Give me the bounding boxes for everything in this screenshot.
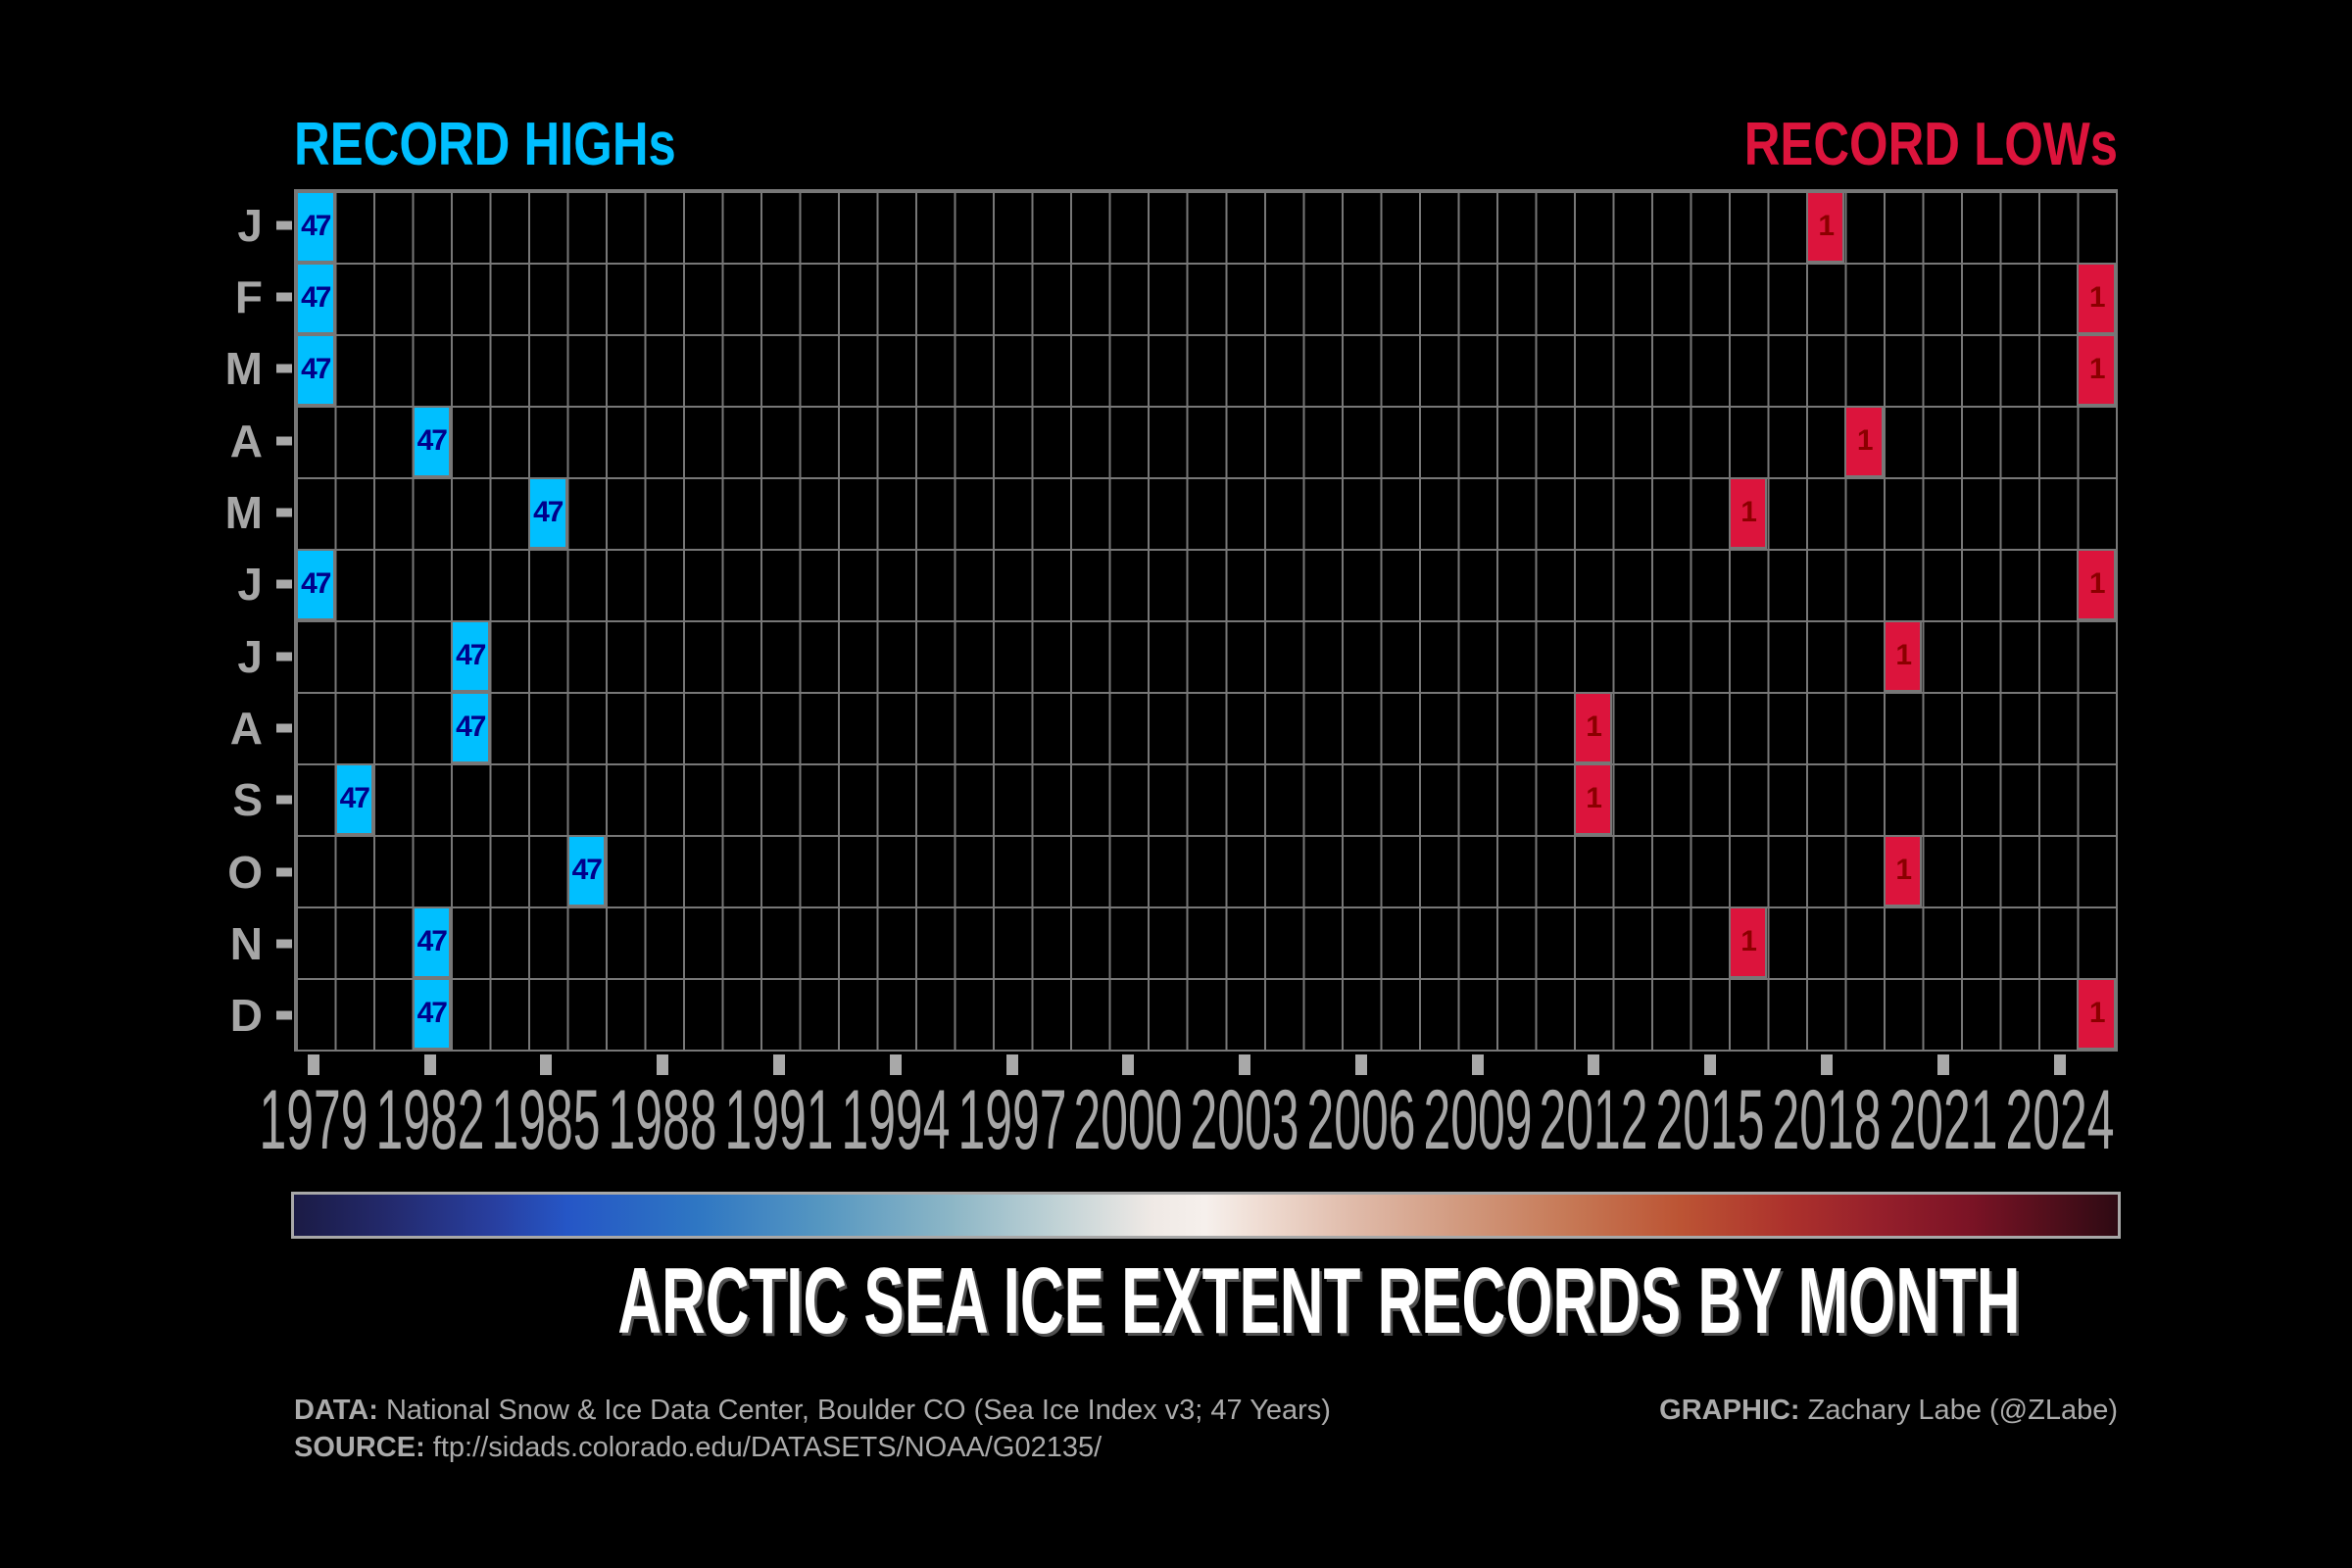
source-caption-line: SOURCE: ftp://sidads.colorado.edu/DATASE… bbox=[294, 1429, 1331, 1466]
record-high-cell-1982-m4: 47 bbox=[412, 406, 452, 477]
year-label-2021: 2021 bbox=[1888, 1073, 1998, 1167]
month-tick-3 bbox=[276, 364, 292, 373]
record-low-cell-2025-m3: 1 bbox=[2077, 333, 2116, 406]
year-label-1979: 1979 bbox=[259, 1073, 368, 1167]
month-label-9: S bbox=[232, 774, 263, 826]
month-label-8: A bbox=[229, 703, 263, 754]
record-lows-header: RECORD LOWs bbox=[1743, 111, 2118, 178]
year-tick-2018 bbox=[1821, 1054, 1834, 1075]
data-caption-line: DATA: National Snow & Ice Data Center, B… bbox=[294, 1392, 1331, 1429]
year-label-2000: 2000 bbox=[1073, 1073, 1183, 1167]
year-label-2006: 2006 bbox=[1306, 1073, 1416, 1167]
year-label-2012: 2012 bbox=[1539, 1073, 1648, 1167]
year-label-1988: 1988 bbox=[608, 1073, 717, 1167]
year-tick-2009 bbox=[1471, 1054, 1484, 1075]
month-label-10: O bbox=[227, 846, 263, 898]
graphic-label: GRAPHIC: bbox=[1659, 1395, 1800, 1426]
record-high-cell-1982-m12: 47 bbox=[412, 978, 452, 1050]
year-tick-2024 bbox=[2053, 1054, 2066, 1075]
year-label-1997: 1997 bbox=[957, 1073, 1067, 1167]
year-label-1991: 1991 bbox=[724, 1073, 834, 1167]
record-high-cell-1983-m8: 47 bbox=[451, 692, 490, 763]
record-low-cell-2018-m1: 1 bbox=[1805, 191, 1845, 263]
record-high-cell-1979-m3: 47 bbox=[296, 333, 335, 406]
year-tick-2015 bbox=[1704, 1054, 1717, 1075]
year-tick-1985 bbox=[540, 1054, 553, 1075]
month-label-5: M bbox=[224, 487, 263, 538]
month-tick-2 bbox=[276, 292, 292, 302]
year-tick-1979 bbox=[307, 1054, 319, 1075]
heatmap-grid: 47 47 47 47 47 47 47 47 47 47 47 47 1 1 1 1 1 1 1 1 1 1 1 1 bbox=[294, 189, 2118, 1052]
record-low-cell-2025-m12: 1 bbox=[2077, 978, 2116, 1050]
year-label-1982: 1982 bbox=[375, 1073, 485, 1167]
record-low-cell-2019-m4: 1 bbox=[1844, 406, 1884, 477]
year-tick-2021 bbox=[1936, 1054, 1949, 1075]
record-low-cell-2020-m10: 1 bbox=[1883, 835, 1923, 906]
year-label-1994: 1994 bbox=[841, 1073, 951, 1167]
data-source-caption: DATA: National Snow & Ice Data Center, B… bbox=[294, 1392, 1331, 1466]
data-label: DATA: bbox=[294, 1395, 378, 1426]
month-label-11: N bbox=[229, 918, 263, 969]
record-high-cell-1982-m11: 47 bbox=[412, 906, 452, 978]
record-low-cell-2025-m6: 1 bbox=[2077, 549, 2116, 620]
month-label-6: J bbox=[237, 559, 263, 611]
year-label-2024: 2024 bbox=[2005, 1073, 2115, 1167]
month-tick-7 bbox=[276, 652, 292, 662]
year-label-2003: 2003 bbox=[1190, 1073, 1299, 1167]
month-label-3: M bbox=[224, 343, 263, 395]
month-tick-1 bbox=[276, 220, 292, 230]
record-low-cell-2020-m7: 1 bbox=[1883, 620, 1923, 692]
month-tick-12 bbox=[276, 1010, 292, 1020]
month-tick-8 bbox=[276, 723, 292, 733]
month-tick-9 bbox=[276, 795, 292, 805]
year-tick-1988 bbox=[657, 1054, 669, 1075]
year-tick-2000 bbox=[1122, 1054, 1135, 1075]
year-tick-1982 bbox=[423, 1054, 436, 1075]
year-tick-2003 bbox=[1239, 1054, 1251, 1075]
graphic-credit-caption: GRAPHIC: Zachary Labe (@ZLabe) bbox=[1659, 1392, 2118, 1429]
record-high-cell-1986-m10: 47 bbox=[566, 835, 607, 906]
year-tick-1991 bbox=[772, 1054, 785, 1075]
year-tick-2012 bbox=[1588, 1054, 1600, 1075]
record-highs-header: RECORD HIGHs bbox=[294, 111, 676, 178]
month-label-4: A bbox=[229, 415, 263, 466]
year-label-2015: 2015 bbox=[1655, 1073, 1765, 1167]
year-label-2018: 2018 bbox=[1772, 1073, 1882, 1167]
record-high-cell-1979-m6: 47 bbox=[296, 549, 335, 620]
chart-title: ARCTIC SEA ICE EXTENT RECORDS BY MONTH bbox=[617, 1249, 2021, 1353]
record-low-cell-2025-m2: 1 bbox=[2077, 262, 2116, 334]
graphic-text: Zachary Labe (@ZLabe) bbox=[1799, 1395, 2118, 1426]
record-high-cell-1979-m1: 47 bbox=[296, 191, 335, 263]
record-low-cell-2016-m5: 1 bbox=[1728, 476, 1768, 549]
month-tick-4 bbox=[276, 436, 292, 446]
month-tick-6 bbox=[276, 579, 292, 589]
year-tick-2006 bbox=[1354, 1054, 1367, 1075]
record-high-cell-1985-m5: 47 bbox=[528, 476, 567, 549]
record-low-cell-2016-m11: 1 bbox=[1728, 906, 1768, 978]
record-low-cell-2012-m8: 1 bbox=[1573, 692, 1613, 763]
year-label-2009: 2009 bbox=[1423, 1073, 1533, 1167]
record-high-cell-1979-m2: 47 bbox=[296, 262, 335, 334]
year-label-1985: 1985 bbox=[491, 1073, 601, 1167]
source-text: ftp://sidads.colorado.edu/DATASETS/NOAA/… bbox=[424, 1432, 1102, 1463]
source-label: SOURCE: bbox=[294, 1432, 425, 1463]
month-tick-5 bbox=[276, 508, 292, 517]
month-label-1: J bbox=[237, 199, 263, 251]
record-high-cell-1980-m9: 47 bbox=[334, 762, 373, 835]
month-label-2: F bbox=[234, 271, 263, 322]
colorbar-gradient bbox=[291, 1192, 2121, 1239]
month-label-7: J bbox=[237, 630, 263, 682]
month-tick-11 bbox=[276, 939, 292, 949]
data-text: National Snow & Ice Data Center, Boulder… bbox=[377, 1395, 1331, 1426]
month-tick-10 bbox=[276, 867, 292, 877]
record-high-cell-1983-m7: 47 bbox=[451, 620, 490, 692]
year-tick-1994 bbox=[889, 1054, 902, 1075]
year-tick-1997 bbox=[1005, 1054, 1018, 1075]
record-low-cell-2012-m9: 1 bbox=[1573, 762, 1613, 835]
month-label-12: D bbox=[229, 990, 263, 1042]
